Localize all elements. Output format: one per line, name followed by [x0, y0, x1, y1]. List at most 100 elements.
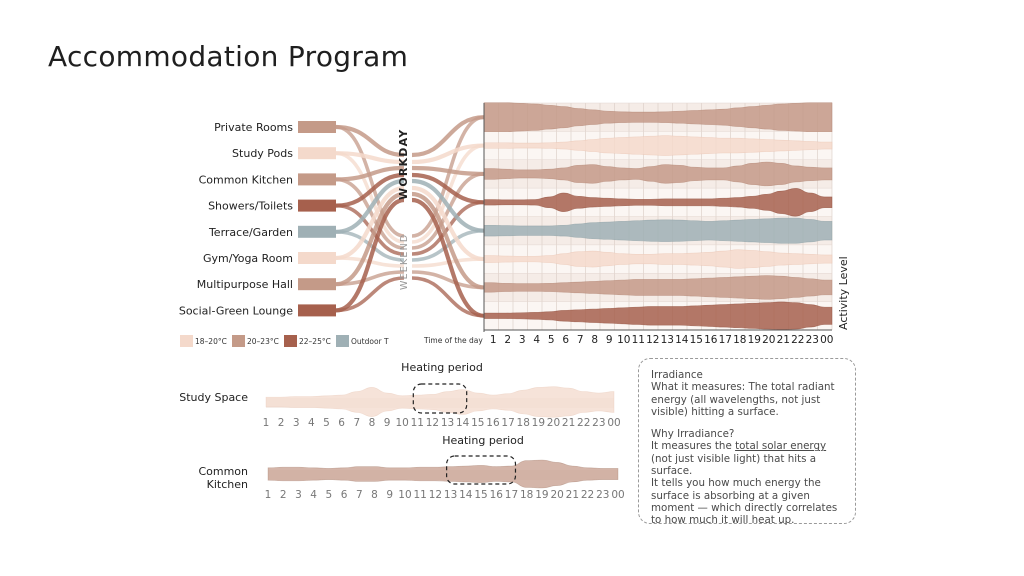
flow-ribbon — [411, 178, 485, 233]
x-tick-label: 1 — [490, 334, 497, 346]
page-title: Accommodation Program — [48, 40, 409, 73]
legend-label: 18–20°C — [195, 337, 227, 346]
x-tick-label: 17 — [501, 417, 514, 429]
x-tick-label: 13 — [661, 334, 674, 346]
x-tick-label: 17 — [719, 334, 732, 346]
flow-ribbon — [411, 115, 485, 158]
flow-ribbon — [335, 124, 405, 158]
flow-ribbon — [411, 172, 485, 250]
chart-row-label-line: Common — [198, 465, 248, 478]
x-tick-label: 11 — [411, 417, 424, 429]
x-tick-label: 15 — [471, 417, 484, 429]
x-tick-label: 5 — [323, 417, 330, 429]
space-swatch — [298, 278, 336, 291]
flow-ribbon — [335, 185, 405, 261]
x-tick-label: 4 — [308, 417, 315, 429]
x-tick-label: 22 — [577, 417, 590, 429]
space-labels: Private Rooms Study Pods Common Kitchen Sho… — [179, 121, 336, 317]
flow-ribbons — [335, 115, 485, 318]
flow-ribbon — [411, 276, 485, 318]
x-tick-label: 5 — [548, 334, 555, 346]
heating-period-box — [412, 383, 468, 414]
x-tick-label: 19 — [748, 334, 761, 346]
heating-period-title: Heating period — [401, 361, 483, 374]
flow-ribbon — [335, 197, 405, 313]
activity-band — [483, 102, 833, 133]
flow-ribbon — [335, 151, 405, 244]
space-label: Private Rooms — [214, 121, 293, 134]
x-tick-label: 10 — [617, 334, 630, 346]
flow-ribbon — [335, 203, 405, 256]
flow-ribbon — [411, 165, 485, 177]
legend-label: Outdoor T — [351, 337, 389, 346]
x-tick-label: 23 — [596, 489, 609, 501]
activity-band — [483, 188, 833, 217]
space-label: Common Kitchen — [199, 173, 293, 186]
legend-swatch — [232, 335, 245, 347]
flow-ribbon — [411, 270, 485, 290]
x-tick-label: 3 — [295, 489, 302, 501]
flow-ribbon — [411, 200, 485, 256]
irradiance-note: Irradiance What it measures: The total r… — [638, 358, 856, 526]
heating-period-box — [446, 455, 517, 485]
legend-label: 22–25°C — [299, 337, 331, 346]
x-tick-label: 18 — [520, 489, 533, 501]
x-tick-label: 22 — [581, 489, 594, 501]
x-tick-label: 8 — [371, 489, 378, 501]
common-kitchen-chart: 1 2 3 4 5 6 7 8 9 10 11 12 13 14 15 16 17 18 19 20 21 22 23 00H… — [198, 434, 624, 501]
x-tick-label: 18 — [517, 417, 530, 429]
x-tick-label: 18 — [733, 334, 746, 346]
flow-ribbon — [335, 270, 405, 286]
x-tick-label: 16 — [486, 417, 500, 429]
weekend-label: WEEKEND — [399, 234, 410, 290]
x-tick-label: 13 — [441, 417, 454, 429]
x-tick-label: 8 — [591, 334, 598, 346]
space-swatch — [298, 173, 336, 186]
y-axis-title: Activity Level — [837, 256, 850, 330]
flow-ribbon — [335, 172, 405, 208]
x-tick-label: 19 — [535, 489, 548, 501]
x-tick-label: 13 — [444, 489, 457, 501]
x-tick-label: 3 — [293, 417, 300, 429]
x-tick-label: 14 — [456, 417, 470, 429]
x-tick-label: 00 — [607, 417, 620, 429]
space-swatch — [298, 199, 336, 212]
x-tick-label: 4 — [310, 489, 317, 501]
x-tick-label: 12 — [646, 334, 659, 346]
x-tick-label: 19 — [532, 417, 545, 429]
x-tick-label: 12 — [426, 417, 439, 429]
space-label: Showers/Toilets — [208, 200, 293, 213]
x-tick-label: 5 — [326, 489, 333, 501]
time-axis: 1 2 3 4 5 6 7 8 9 10 11 12 13 14 15 16 17 18 19 20 21 22 23 00T… — [423, 103, 850, 346]
space-swatch — [298, 252, 336, 264]
legend-swatch — [180, 335, 193, 347]
flow-ribbon — [335, 165, 405, 182]
x-tick-label: 9 — [386, 489, 393, 501]
space-label: Study Pods — [232, 147, 293, 160]
activity-band — [483, 135, 833, 156]
flow-ribbon — [335, 191, 405, 287]
x-tick-label: 20 — [547, 417, 560, 429]
flow-ribbon — [411, 185, 485, 262]
heating-area — [267, 459, 619, 489]
legend-label: 20–23°C — [247, 337, 279, 346]
x-tick-label: 2 — [278, 417, 285, 429]
x-tick-label: 10 — [398, 489, 411, 501]
x-tick-label: 21 — [566, 489, 579, 501]
x-tick-label: 4 — [533, 334, 540, 346]
day-type-labels: WORKDAY WEEKEND — [397, 129, 410, 290]
x-tick-label: 11 — [632, 334, 645, 346]
irradiance-title: Irradiance — [651, 369, 703, 381]
x-tick-label: 12 — [429, 489, 442, 501]
x-tick-label: 6 — [341, 489, 348, 501]
flow-ribbon — [335, 177, 405, 250]
x-tick-label: 20 — [762, 334, 775, 346]
x-tick-label: 9 — [606, 334, 613, 346]
x-tick-label: 16 — [490, 489, 504, 501]
space-label: Multipurpose Hall — [197, 278, 293, 291]
flow-ribbon — [335, 230, 405, 262]
x-tick-label: 23 — [806, 334, 819, 346]
x-tick-label: 00 — [611, 489, 624, 501]
x-tick-label: 9 — [384, 417, 391, 429]
activity-band — [483, 275, 833, 300]
